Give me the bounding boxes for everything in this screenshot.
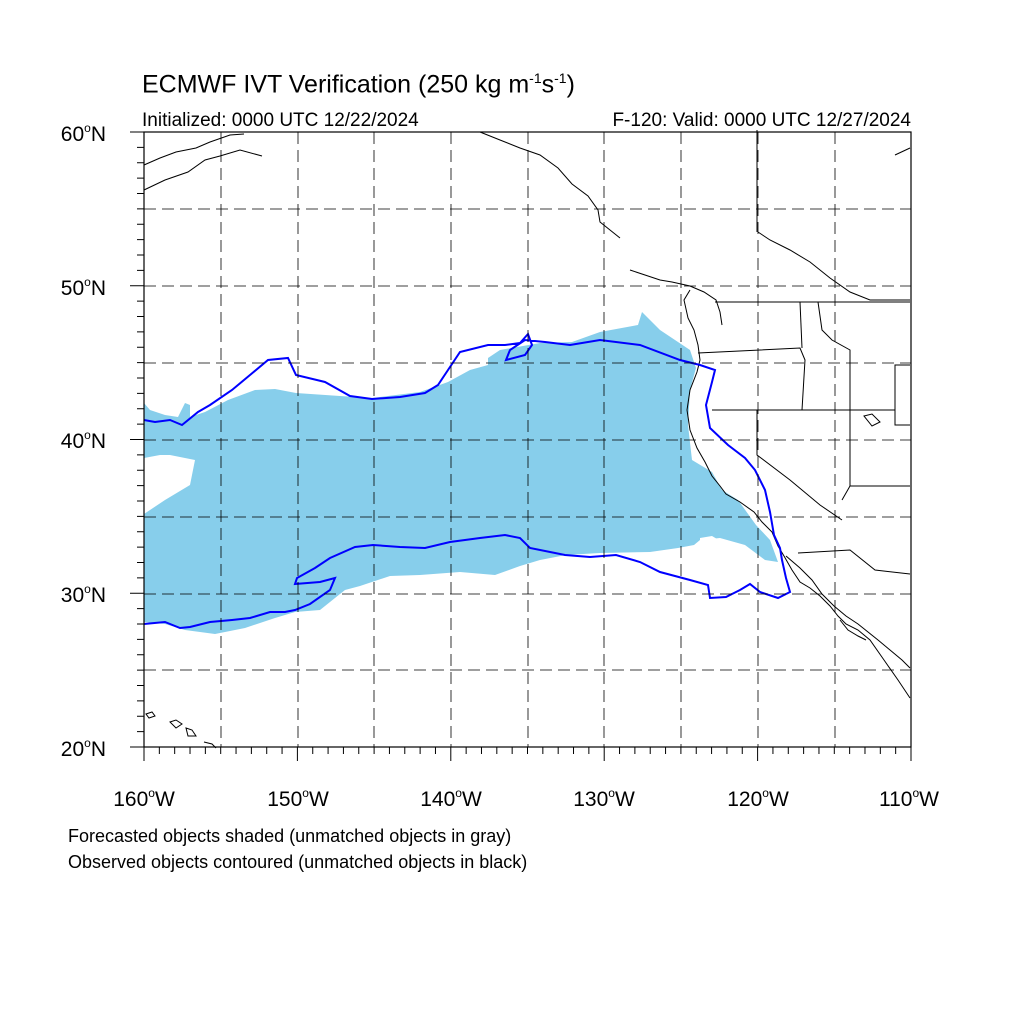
lon-label-130w: 130oW — [573, 786, 635, 811]
initialized-time: Initialized: 0000 UTC 12/22/2024 — [142, 110, 419, 131]
lat-label-40: 40oN — [60, 428, 106, 453]
lat-label-60: 60oN — [60, 121, 106, 146]
lat-label-30: 30oN — [60, 582, 106, 607]
lon-label-120w: 120oW — [727, 786, 789, 811]
forecast-object-fill — [144, 312, 778, 634]
observed-object-contour — [143, 332, 792, 630]
legend-note-forecast: Forecasted objects shaded (unmatched obj… — [68, 826, 512, 846]
valid-time: F-120: Valid: 0000 UTC 12/27/2024 — [612, 110, 911, 131]
chart-title: ECMWF IVT Verification (250 kg m-1s-1) — [142, 70, 575, 99]
lon-label-150w: 150oW — [267, 786, 329, 811]
boundaries — [697, 130, 911, 575]
grid-lines — [144, 132, 911, 747]
axis-ticks — [130, 131, 912, 761]
lon-label-110w: 110oW — [879, 786, 939, 811]
lon-label-140w: 140oW — [420, 786, 482, 811]
legend-note-observed: Observed objects contoured (unmatched ob… — [68, 852, 528, 872]
lat-label-20: 20oN — [60, 736, 106, 761]
lat-label-50: 50oN — [60, 275, 106, 300]
coastlines — [143, 131, 911, 749]
lon-label-160w: 160oW — [113, 786, 175, 811]
